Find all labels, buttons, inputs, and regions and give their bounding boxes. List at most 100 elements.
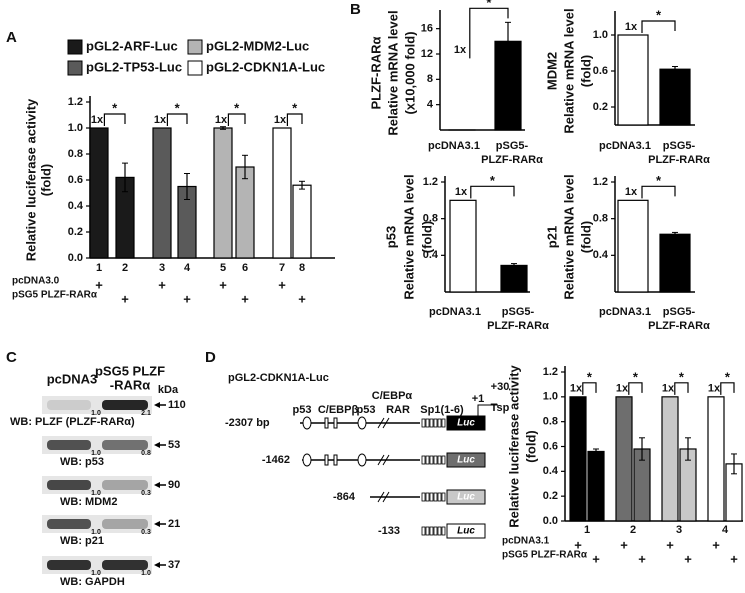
fold-label: 1x <box>616 383 629 395</box>
blot-label: WB: p21 <box>60 535 104 547</box>
site-p53 <box>302 453 312 467</box>
lane-label: pcDNA3 <box>47 371 98 386</box>
x-tick-label: 5 <box>220 262 226 274</box>
y-tick-label: 0.6 <box>543 440 558 452</box>
fold-label: 1x <box>625 21 638 33</box>
significance-star: * <box>486 0 492 10</box>
fold-label: 1x <box>570 383 583 395</box>
y-tick-label: 8 <box>427 73 433 85</box>
fold-label: 1x <box>154 114 167 126</box>
x-tick-label: pcDNA3.1 <box>428 140 480 152</box>
bar <box>272 127 292 259</box>
significance-bracket <box>470 185 515 199</box>
sp1-box <box>441 418 446 428</box>
x-tick-label: PLZF-RARα <box>648 154 710 166</box>
panel-letter: B <box>350 1 361 18</box>
sp1-box <box>425 418 430 428</box>
y-axis-label: Relative luciferase activity <box>506 364 521 527</box>
sp1-box <box>437 492 442 502</box>
y-tick-label: 16 <box>421 23 433 35</box>
y-axis-label: (fold) <box>38 164 53 196</box>
condition-mark: + <box>638 551 646 566</box>
band <box>102 480 148 490</box>
panel-letter: A <box>6 29 17 46</box>
sp1-box <box>433 492 438 502</box>
site-label: Sp1(1-6) <box>420 404 464 416</box>
unit-label: kDa <box>158 384 179 396</box>
sp1-box <box>437 418 442 428</box>
sp1-box <box>429 526 434 536</box>
sp1-box <box>441 526 446 536</box>
sp1-box <box>421 492 426 502</box>
significance-star: * <box>656 173 662 188</box>
luc-label: Luc <box>457 492 475 503</box>
sp1-box <box>437 526 442 536</box>
significance-bracket <box>469 7 509 59</box>
x-tick-label: pSG5- <box>663 140 696 152</box>
break <box>377 454 390 466</box>
y-tick-label: 0.8 <box>423 213 438 225</box>
x-tick-label: 2 <box>122 262 128 274</box>
sp1-box <box>421 418 426 428</box>
sp1-box <box>425 492 430 502</box>
bar <box>587 450 605 522</box>
condition-mark: + <box>278 277 286 292</box>
bar <box>707 396 725 522</box>
sp1-box <box>433 455 438 465</box>
condition-mark: + <box>219 277 227 292</box>
band <box>47 440 91 450</box>
condition-label: pcDNA3.1 <box>502 536 550 547</box>
blot-label: WB: MDM2 <box>60 496 117 508</box>
x-tick-label: 1 <box>96 262 102 274</box>
panel-letter: C <box>6 349 17 366</box>
quantification: 1.0 <box>91 529 101 536</box>
site-box <box>324 454 329 466</box>
condition-mark: + <box>730 551 738 566</box>
condition-mark: + <box>574 537 582 552</box>
condition-mark: + <box>241 291 249 306</box>
site-label: p53 <box>357 404 376 416</box>
condition-mark: + <box>158 277 166 292</box>
quantification: 1.0 <box>91 490 101 497</box>
significance-bracket <box>103 113 126 126</box>
y-axis-label: (fold) <box>523 430 538 462</box>
sp1-box <box>433 418 438 428</box>
y-tick-label: 1.2 <box>593 176 608 188</box>
bar <box>152 127 172 259</box>
significance-star: * <box>679 369 685 384</box>
band <box>102 400 148 410</box>
y-axis-label: PLZF-RARα <box>368 37 383 110</box>
significance-bracket <box>641 20 676 33</box>
site-label: C/EBPβ <box>318 404 359 416</box>
fold-label: 1x <box>454 44 467 56</box>
sp1-box <box>425 526 430 536</box>
band <box>102 560 148 570</box>
legend-swatch <box>67 39 83 55</box>
condition-mark: + <box>684 551 692 566</box>
legend-label: pGL2-ARF-Luc <box>86 38 178 53</box>
sp1-box <box>425 455 430 465</box>
y-tick-label: 0.4 <box>68 200 84 212</box>
size-marker: 53 <box>168 439 180 451</box>
site-box <box>324 417 329 429</box>
fold-label: 1x <box>625 186 638 198</box>
bar <box>615 396 633 522</box>
y-tick-label: 0.2 <box>68 226 83 238</box>
y-tick-label: 0.8 <box>68 148 83 160</box>
bar <box>89 127 109 259</box>
site-p53 <box>357 416 367 430</box>
x-tick-label: 3 <box>676 524 682 536</box>
significance-star: * <box>490 173 496 188</box>
x-tick-label: 4 <box>722 524 729 536</box>
sp1-box <box>441 492 446 502</box>
break <box>377 417 390 429</box>
fold-label: 1x <box>215 114 228 126</box>
significance-bracket <box>628 382 643 395</box>
fold-label: 1x <box>91 114 104 126</box>
luc-box <box>446 489 486 505</box>
legend-swatch <box>187 60 203 76</box>
diagram-title: pGL2-CDKN1A-Luc <box>228 372 329 384</box>
quantification: 1.0 <box>91 450 101 457</box>
break <box>377 491 390 503</box>
condition-mark: + <box>666 537 674 552</box>
